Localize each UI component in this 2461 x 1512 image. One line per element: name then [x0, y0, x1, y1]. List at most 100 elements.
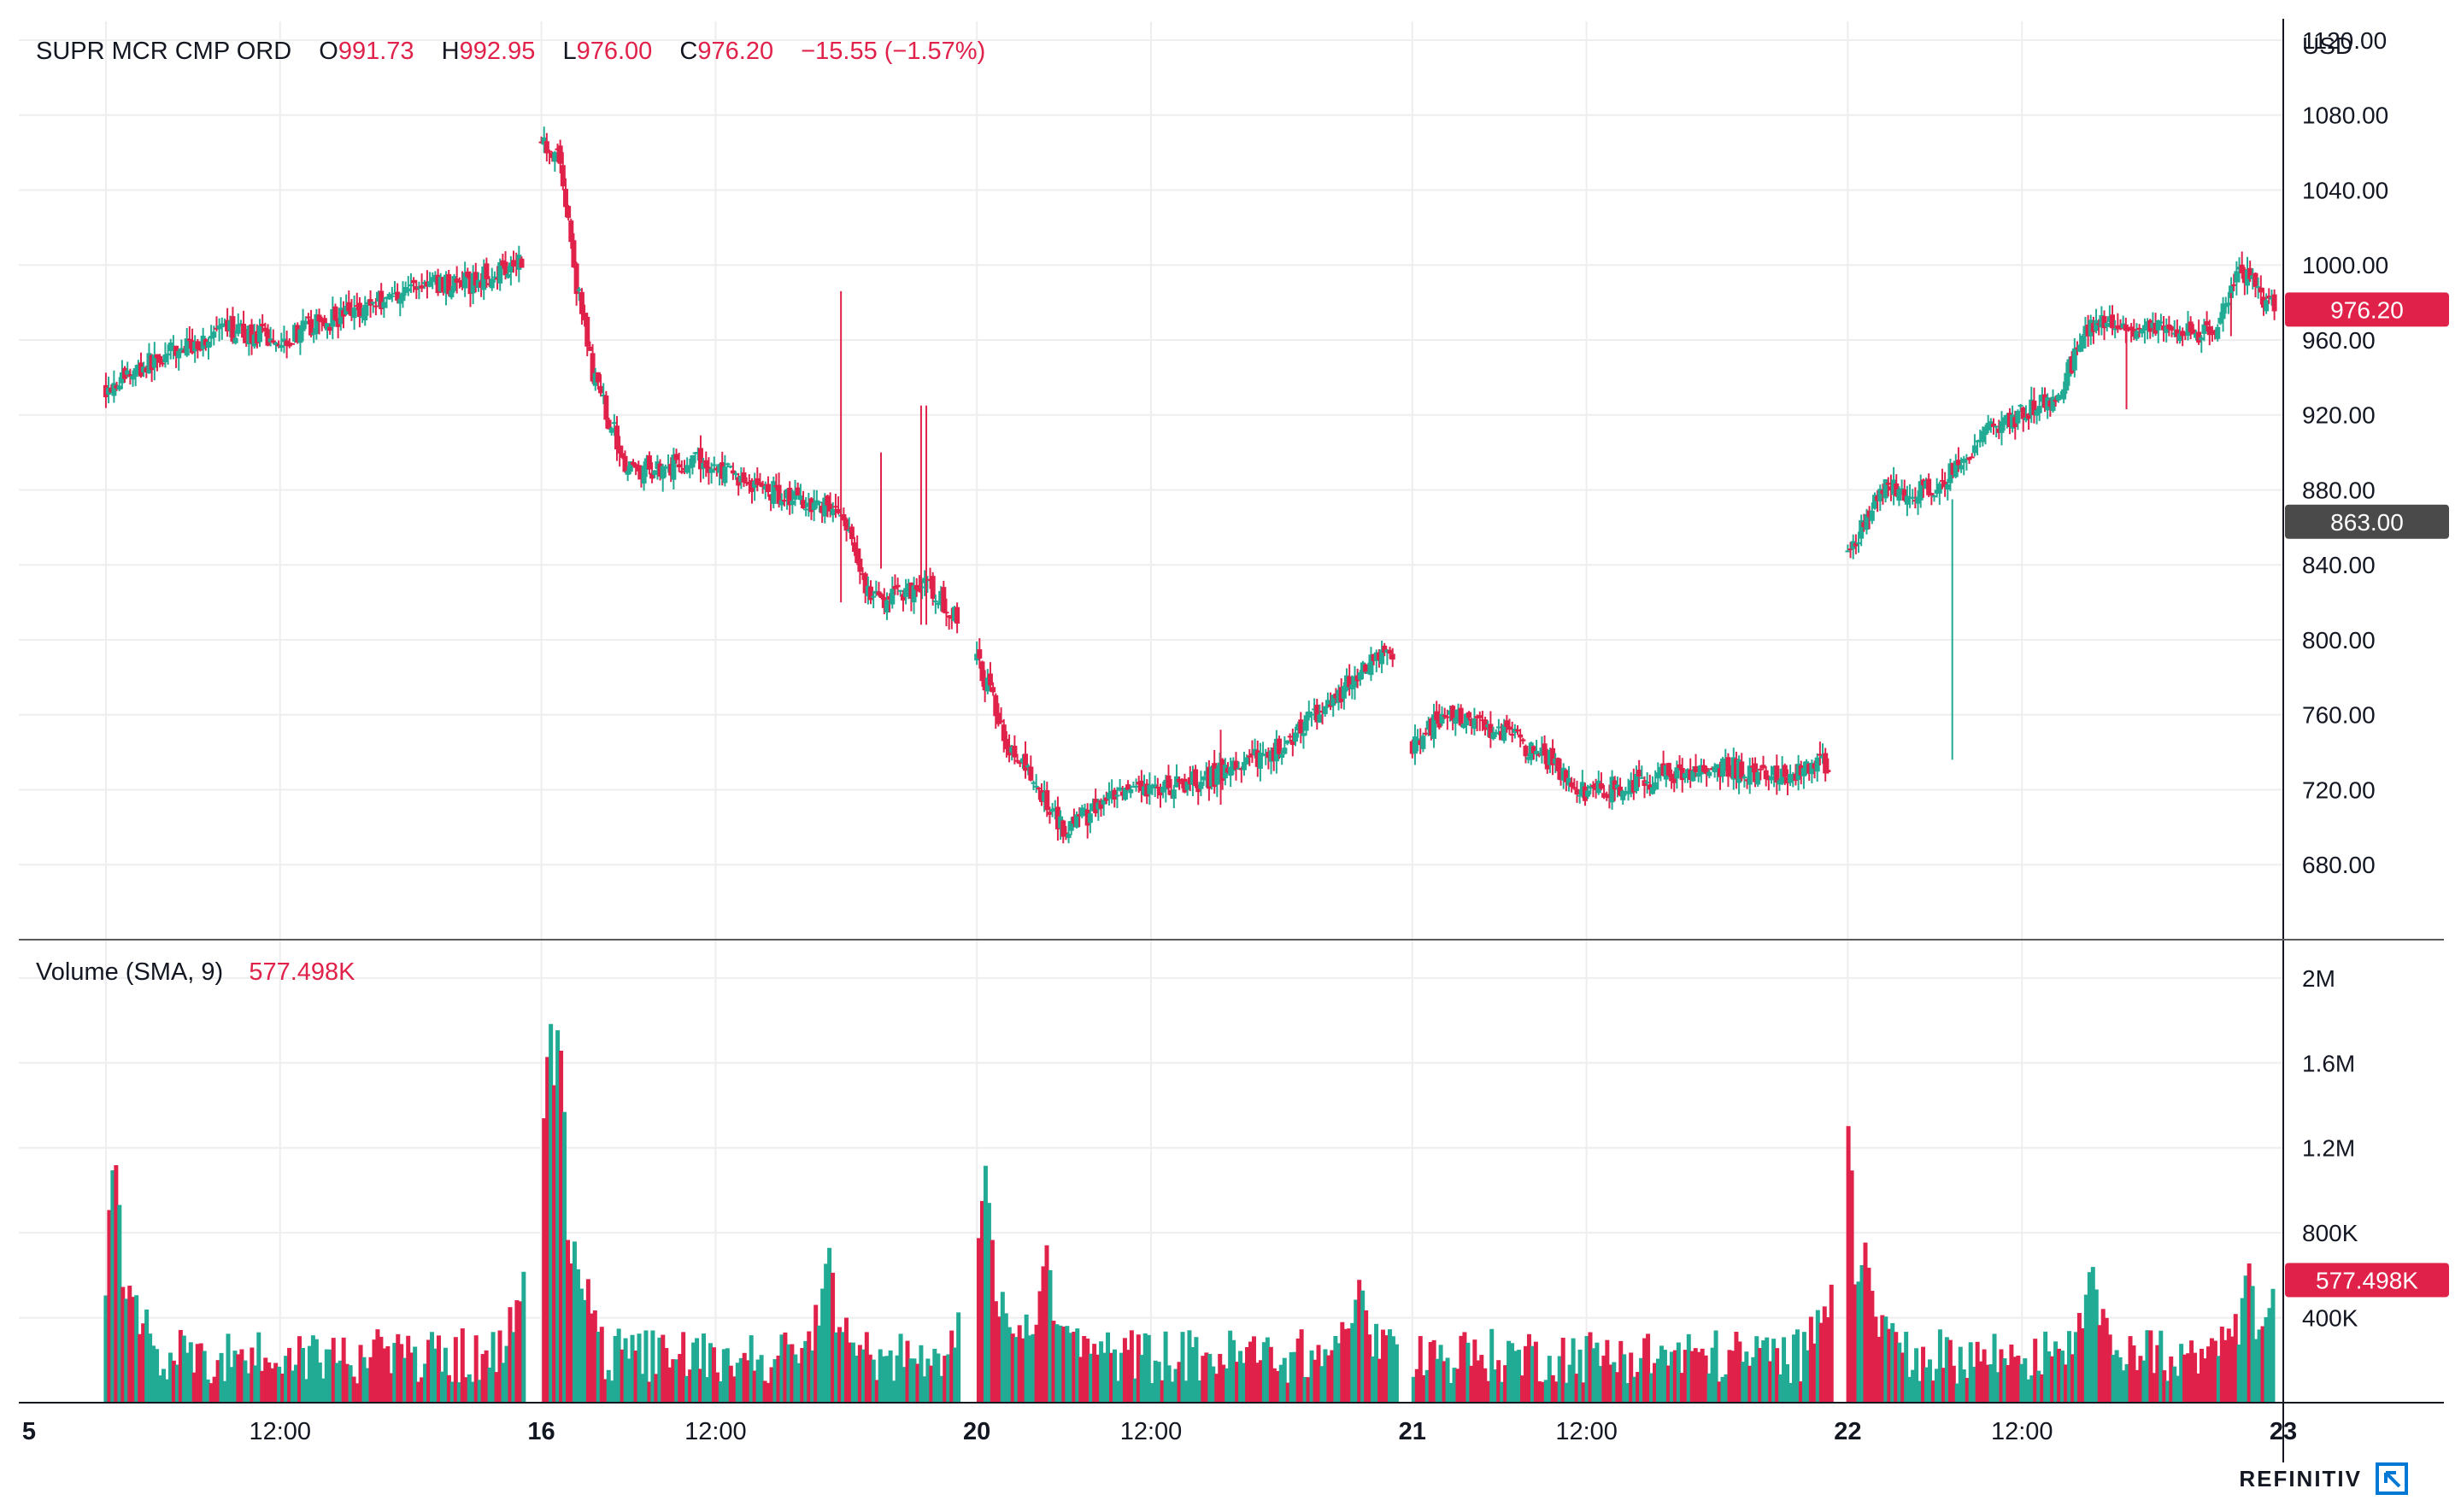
candle-body	[2134, 331, 2140, 339]
candle-body	[1279, 753, 1285, 759]
volume-bar	[320, 1378, 326, 1403]
candle-body	[1249, 753, 1255, 756]
candle-body	[827, 503, 833, 512]
candle-body	[1847, 548, 1853, 551]
volume-bar	[2172, 1366, 2177, 1403]
candle-body	[781, 500, 787, 502]
volume-bar	[1598, 1366, 1603, 1403]
candle-body	[655, 461, 661, 470]
volume-bar	[110, 1169, 115, 1403]
candle-body	[1373, 652, 1379, 661]
volume-bar	[650, 1330, 655, 1403]
candle-body	[2271, 294, 2277, 312]
candle-body	[2131, 328, 2137, 337]
volume-bar	[1588, 1332, 1593, 1403]
candle-body	[2220, 303, 2226, 319]
volume-bar	[1741, 1362, 1746, 1403]
candle-body	[459, 279, 465, 288]
candle-body	[1969, 456, 1975, 459]
volume-bar	[2087, 1272, 2092, 1403]
volume-bar	[2206, 1346, 2211, 1403]
volume-bar	[1421, 1374, 1426, 1403]
volume-bar	[291, 1370, 296, 1403]
candle-body	[941, 587, 947, 612]
volume-bar	[1636, 1371, 1641, 1403]
volume-bar	[555, 1030, 561, 1403]
candle-body	[184, 338, 190, 356]
candle-body	[860, 573, 866, 576]
instrument-name: SUPR MCR CMP ORD	[36, 38, 292, 65]
volume-bar	[695, 1338, 700, 1403]
volume-bar	[1381, 1329, 1386, 1403]
candle-body	[1518, 734, 1524, 738]
volume-tick-label: 1.6M	[2302, 1050, 2355, 1076]
candle-body	[1920, 479, 1926, 486]
volume-bar	[1394, 1344, 1399, 1403]
volume-bar	[2233, 1314, 2238, 1403]
volume-bar	[1978, 1361, 1983, 1403]
volume-bar	[664, 1348, 669, 1403]
candle-body	[720, 462, 725, 479]
candle-body	[354, 305, 360, 308]
volume-bar	[1068, 1333, 1073, 1403]
volume-bar	[1251, 1336, 1256, 1403]
volume-bar	[1683, 1350, 1688, 1403]
volume-bar	[1452, 1368, 1457, 1403]
volume-bar	[1340, 1322, 1345, 1403]
volume-bar	[552, 1085, 557, 1403]
candle-body	[1585, 790, 1591, 797]
volume-bar	[1918, 1380, 1923, 1403]
candle-body	[1669, 773, 1675, 782]
candle-body	[2241, 269, 2247, 284]
candle-body	[1084, 809, 1090, 826]
volume-bar	[164, 1379, 169, 1403]
candle-body	[281, 338, 287, 343]
candle-body	[2129, 326, 2135, 331]
candle-body	[541, 137, 547, 145]
candle-body	[803, 508, 809, 511]
volume-bar	[1801, 1332, 1806, 1403]
volume-bar	[124, 1298, 129, 1403]
volume-bar	[239, 1349, 244, 1403]
volume-bar	[151, 1345, 156, 1403]
candle-body	[1082, 808, 1088, 812]
candle-body	[819, 506, 825, 513]
volume-bar	[1975, 1341, 1980, 1403]
candle-body	[1996, 428, 2002, 433]
volume-bar	[2236, 1344, 2241, 1403]
candle-body	[1894, 483, 1900, 496]
candle-body	[1222, 765, 1228, 779]
volume-bar	[793, 1354, 798, 1403]
volume-bar	[943, 1356, 948, 1403]
candle-body	[1071, 816, 1077, 824]
candle-body	[1980, 431, 1986, 442]
candle-body	[919, 586, 925, 589]
candle-body	[1690, 770, 1696, 782]
candle-body	[432, 274, 438, 278]
candle-body	[684, 465, 690, 473]
volume-bar	[2036, 1370, 2041, 1403]
volume-bar	[1937, 1329, 1942, 1403]
candle-body	[1212, 763, 1218, 788]
candle-body	[641, 466, 647, 484]
candle-body	[1031, 782, 1037, 784]
volume-bar	[2009, 1344, 2014, 1403]
volume-bar	[616, 1328, 621, 1403]
candle-body	[2080, 335, 2086, 349]
volume-bar	[243, 1360, 248, 1403]
volume-bar	[976, 1238, 981, 1403]
candle-body	[1448, 710, 1454, 715]
volume-bar	[1887, 1328, 1892, 1403]
volume-bar	[494, 1372, 499, 1403]
volume-bar	[1347, 1328, 1352, 1403]
volume-bar	[1306, 1377, 1311, 1403]
volume-bar	[1258, 1360, 1263, 1403]
candle-body	[1133, 785, 1139, 788]
candle-body	[1604, 794, 1610, 797]
candle-body	[590, 353, 596, 382]
volume-bar	[929, 1365, 934, 1403]
candle-body	[257, 325, 263, 343]
candle-body	[666, 466, 672, 469]
candle-body	[649, 472, 655, 479]
